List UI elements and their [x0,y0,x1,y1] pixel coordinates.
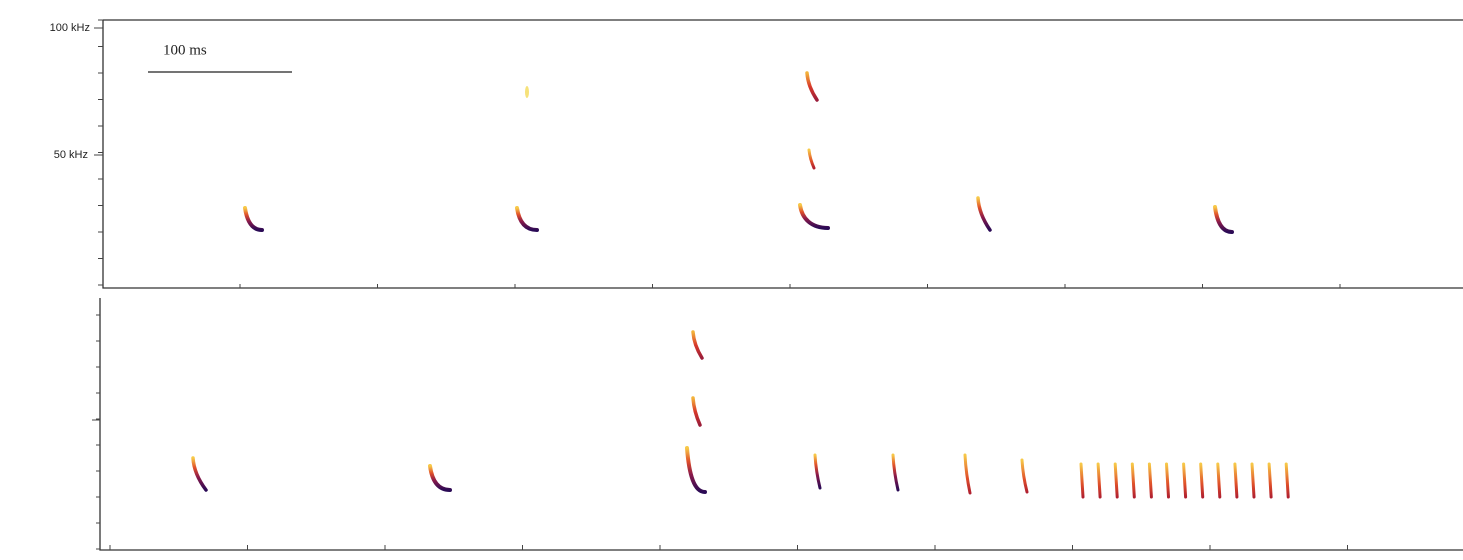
call [1235,464,1237,497]
call [430,466,450,490]
call [809,150,814,168]
y-tick-label: 100 kHz [50,22,90,34]
call [1132,464,1134,497]
call [1286,464,1288,497]
call [893,455,898,490]
scale-bar-label: 100 ms [163,42,207,58]
call [1252,464,1254,497]
call [1167,464,1169,497]
call [687,448,705,492]
call [1215,207,1232,232]
spectrogram-figure: 100 kHz 50 kHz 100 ms [0,0,1463,555]
call [1115,464,1117,497]
call [693,332,702,358]
bottom-panel-frame [100,298,1463,550]
call [517,208,537,230]
call [1022,460,1027,492]
ticks [92,20,1348,550]
call [978,198,990,230]
call [1218,464,1220,497]
call [800,205,828,228]
call [1201,464,1203,497]
faint-call [525,86,529,98]
call [807,73,817,100]
call [693,398,700,425]
call [1098,464,1100,497]
call [1269,464,1271,497]
y-tick-label: 50 kHz [54,149,88,161]
call [1149,464,1151,497]
call [1081,464,1083,497]
call [245,208,262,230]
call [965,455,970,493]
call [193,458,206,490]
top-panel-frame [103,20,1463,288]
call [815,455,820,488]
calls [193,73,1288,497]
call [1184,464,1186,497]
